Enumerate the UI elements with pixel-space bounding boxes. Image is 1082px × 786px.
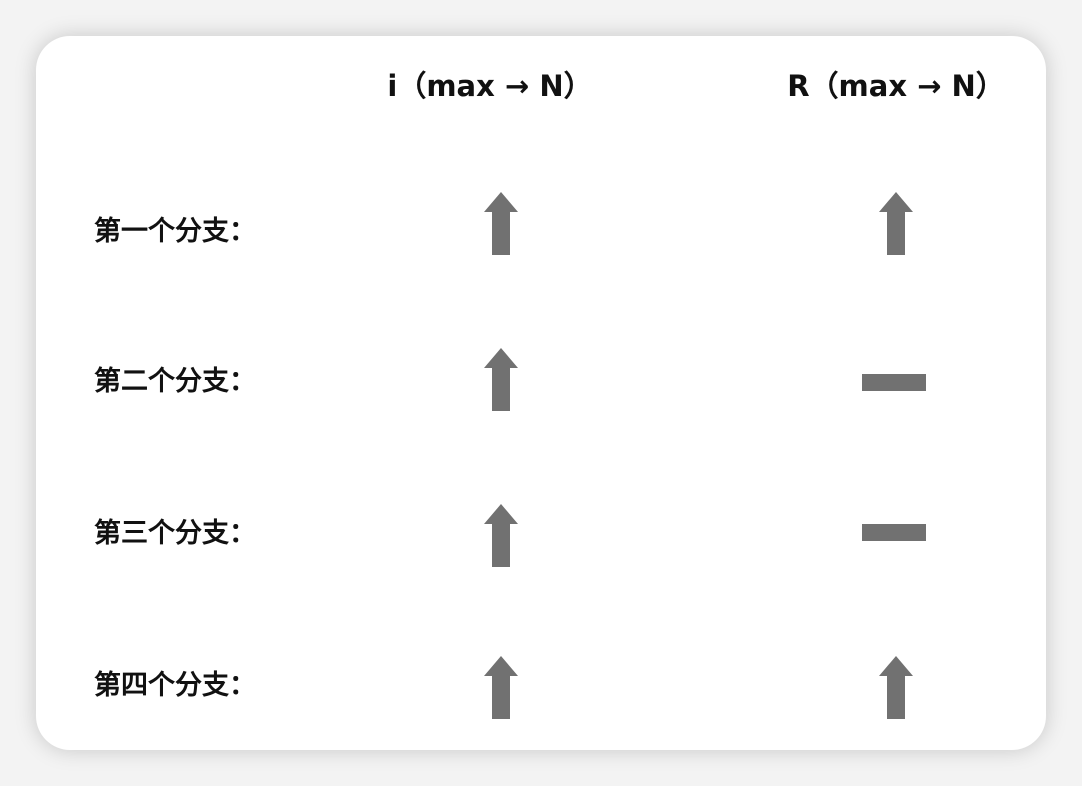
cell-row1-i <box>461 184 541 264</box>
arrow-head <box>484 504 518 524</box>
arrow-head <box>879 656 913 676</box>
row-label-1: 第一个分支： <box>94 216 256 247</box>
cell-row4-r <box>856 648 936 728</box>
arrow-shaft <box>887 211 905 255</box>
arrow-shaft <box>492 211 510 255</box>
column-header-r: R（max → N） <box>787 69 1005 103</box>
arrow-shaft <box>492 675 510 719</box>
arrow-shaft <box>492 367 510 411</box>
diagram-card <box>36 36 1046 750</box>
arrow-head <box>484 192 518 212</box>
arrow-shaft <box>887 675 905 719</box>
cell-row1-r <box>856 184 936 264</box>
cell-row3-r <box>854 492 934 572</box>
row-label-3: 第三个分支： <box>94 518 256 549</box>
cell-row3-i <box>461 496 541 576</box>
up-arrow-icon <box>484 504 518 568</box>
row-label-2: 第二个分支： <box>94 366 256 397</box>
arrow-head <box>484 348 518 368</box>
arrow-head <box>484 656 518 676</box>
row-label-4: 第四个分支： <box>94 670 256 701</box>
arrow-head <box>879 192 913 212</box>
column-header-i: i（max → N） <box>387 69 593 103</box>
horizontal-bar-icon <box>862 523 926 541</box>
up-arrow-icon <box>879 656 913 720</box>
up-arrow-icon <box>879 192 913 256</box>
cell-row2-i <box>461 340 541 420</box>
horizontal-bar-icon <box>862 373 926 391</box>
up-arrow-icon <box>484 348 518 412</box>
up-arrow-icon <box>484 192 518 256</box>
up-arrow-icon <box>484 656 518 720</box>
cell-row2-r <box>854 342 934 422</box>
arrow-shaft <box>492 523 510 567</box>
cell-row4-i <box>461 648 541 728</box>
